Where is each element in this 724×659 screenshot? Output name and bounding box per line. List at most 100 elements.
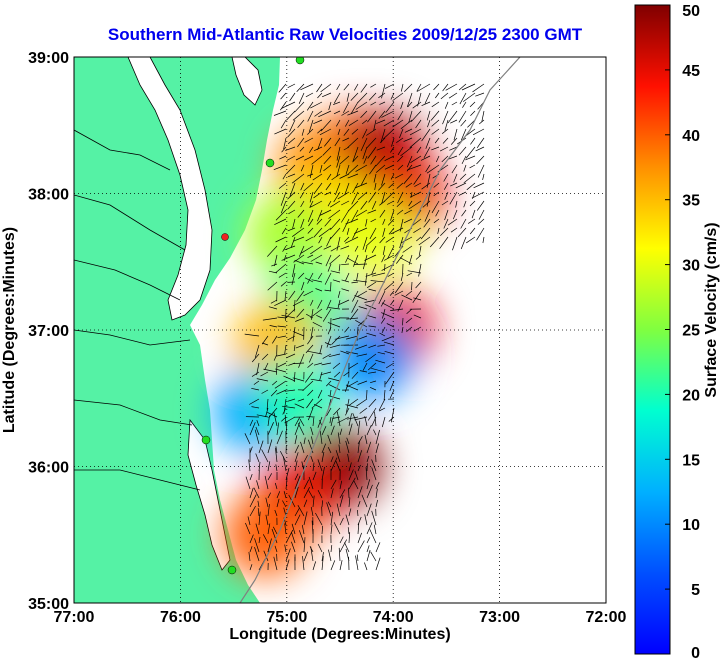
vector-arrow: [385, 371, 395, 385]
vector-arrow: [368, 344, 377, 349]
vector-arrow: [317, 299, 323, 309]
vector-arrow: [423, 218, 431, 228]
vector-arrow: [319, 344, 323, 354]
vector-arrow: [322, 146, 332, 156]
vector-arrow: [310, 200, 323, 208]
vector-arrow: [271, 528, 278, 544]
vector-arrow: [313, 119, 323, 125]
vector-arrow: [431, 146, 440, 151]
vector-arrow: [311, 398, 323, 409]
vector-arrow: [362, 146, 368, 160]
vector-arrow: [251, 371, 260, 377]
vector-arrow: [451, 101, 458, 106]
vector-arrow: [297, 398, 305, 402]
vector-arrow: [339, 480, 343, 490]
vector-arrow: [373, 173, 377, 183]
vector-arrow: [255, 453, 260, 463]
vector-arrow: [358, 335, 368, 340]
vector-arrow: [444, 101, 449, 109]
vector-arrow: [321, 443, 327, 454]
vector-arrow: [287, 173, 296, 178]
vector-arrow: [267, 415, 270, 427]
vector-arrow: [310, 326, 314, 340]
vector-arrow: [307, 407, 314, 421]
vector-arrow: [249, 398, 260, 405]
vector-arrow: [274, 482, 278, 490]
vector-arrow: [341, 110, 350, 116]
x-tick-label: 76:00: [160, 609, 201, 626]
vector-arrow: [405, 182, 413, 188]
vector-arrow: [379, 101, 386, 105]
vector-arrow: [291, 173, 305, 184]
vector-arrow: [338, 547, 341, 562]
vector-arrow: [294, 445, 300, 454]
vector-arrow: [418, 245, 422, 256]
vector-arrow: [292, 331, 305, 337]
vector-arrow: [313, 182, 323, 194]
vector-arrow: [362, 362, 368, 371]
velocity-cell: [255, 356, 340, 441]
vector-arrow: [276, 422, 280, 436]
vector-arrow: [300, 441, 305, 454]
vector-arrow: [293, 371, 296, 383]
vector-arrow: [318, 110, 332, 118]
vector-arrow: [281, 405, 296, 409]
vector-arrow: [343, 371, 350, 377]
vector-arrow: [286, 155, 296, 161]
vector-arrow: [409, 128, 422, 136]
vector-arrow: [284, 544, 287, 553]
vector-arrow: [267, 504, 270, 517]
vector-arrow: [251, 406, 260, 409]
y-tick-label: 39:00: [28, 50, 69, 67]
y-tick-label: 37:00: [28, 323, 69, 340]
vector-arrow: [304, 155, 314, 161]
vector-arrow: [425, 164, 431, 173]
vector-arrow: [303, 499, 308, 508]
vector-arrow: [275, 368, 287, 373]
vector-arrow: [317, 92, 323, 99]
vector-arrow: [328, 353, 341, 358]
vector-arrow: [378, 110, 386, 119]
vector-arrow: [347, 137, 359, 148]
vector-arrow: [400, 236, 413, 244]
vector-arrow: [366, 128, 377, 136]
vector-arrow: [310, 308, 323, 318]
vector-arrow: [370, 380, 377, 384]
vector-arrow: [301, 524, 305, 535]
vector-arrow: [465, 146, 476, 159]
vector-arrow: [450, 119, 458, 124]
vector-arrow: [469, 101, 476, 108]
vector-arrow: [388, 182, 395, 189]
vector-arrow: [402, 317, 404, 326]
vector-arrow: [312, 321, 323, 328]
vector-arrow: [367, 146, 377, 159]
vector-arrow: [442, 137, 449, 144]
vector-arrow: [425, 137, 431, 149]
colorbar: [634, 4, 671, 655]
vector-arrow: [360, 110, 368, 119]
gridlines: [74, 57, 606, 603]
vector-arrow: [413, 326, 422, 332]
vector-arrow: [373, 119, 377, 131]
vector-arrow: [303, 479, 310, 490]
vector-arrow: [276, 498, 280, 508]
vector-arrow: [294, 435, 298, 445]
vector-arrow: [294, 473, 299, 481]
vector-arrow: [309, 146, 314, 153]
vector-arrow: [392, 92, 404, 101]
vector-arrow: [447, 218, 458, 226]
vector-arrow: [324, 342, 332, 346]
vector-arrow: [346, 317, 359, 320]
vector-arrow: [355, 101, 368, 110]
vector-arrow: [345, 440, 350, 454]
station-offline-marker: [221, 233, 229, 241]
vector-arrow: [415, 119, 422, 129]
vector-arrow: [427, 119, 431, 128]
vector-arrow: [333, 110, 341, 115]
vector-arrow: [336, 164, 341, 177]
colorbar-tick-label: 0: [691, 645, 700, 659]
vector-arrow: [334, 182, 341, 196]
vector-arrow: [329, 416, 332, 424]
vector-arrow: [403, 137, 413, 142]
vector-arrow: [341, 209, 350, 223]
